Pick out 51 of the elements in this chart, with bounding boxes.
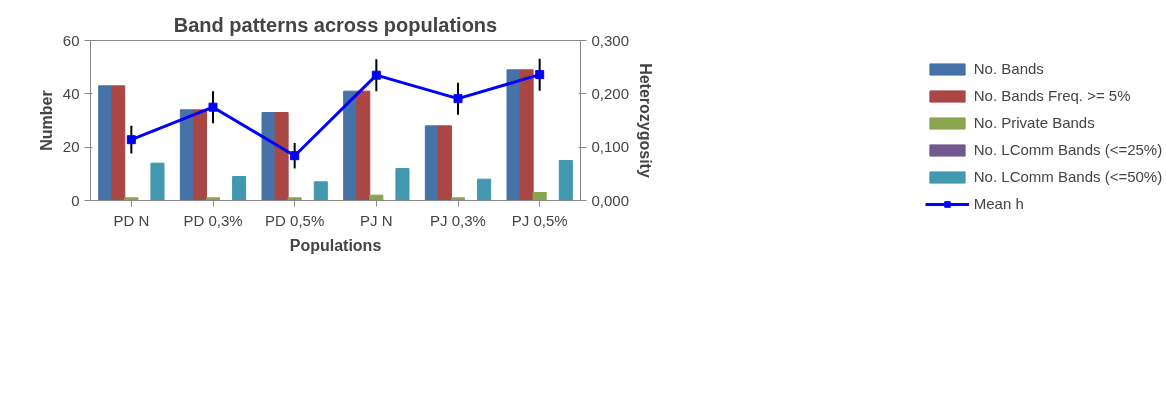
point [126, 135, 136, 145]
bar [356, 90, 371, 201]
x-axis-title: Populations [289, 236, 382, 254]
bar [395, 168, 410, 201]
x-tick-label: PJ 0,5% [511, 211, 568, 229]
bar [558, 160, 573, 201]
y-tick-label: 60 [62, 31, 80, 49]
bar [205, 197, 221, 201]
legend-label: No. LComm Bands (<=50%) [973, 168, 1163, 185]
bar [192, 109, 207, 201]
legend-label: No. Bands [973, 60, 1044, 77]
legend-label: Mean h [973, 195, 1024, 212]
point [208, 102, 218, 112]
y-tick-label: 40 [62, 84, 80, 102]
bar [313, 181, 328, 201]
bar [111, 85, 126, 201]
y-tick-label: 0 [71, 191, 80, 209]
bar [274, 112, 289, 201]
bar [450, 197, 466, 201]
bar [150, 162, 165, 201]
point [535, 70, 545, 80]
x-tick-label: PJ N [360, 211, 393, 229]
y2-tick-label: 0,200 [591, 84, 630, 102]
y2-tick-label: 0,100 [591, 138, 630, 156]
y2-tick-label: 0,000 [591, 191, 630, 209]
bar [477, 178, 492, 201]
legend-label: No. LComm Bands (<=25%) [973, 141, 1163, 158]
y-tick-label: 20 [62, 138, 80, 156]
bar [437, 125, 452, 201]
bar [506, 69, 521, 201]
bar [424, 125, 439, 201]
y2-tick-label: 0,300 [591, 31, 630, 49]
bar [124, 197, 139, 201]
point [371, 70, 381, 80]
point [290, 151, 300, 161]
x-tick-label: PJ 0,3% [430, 211, 486, 229]
x-tick-label: PD 0,3% [183, 211, 243, 229]
bar [98, 85, 113, 201]
bar [287, 197, 302, 201]
bar [519, 69, 534, 201]
x-tick-label: PD N [113, 211, 150, 229]
legend-label: No. Private Bands [973, 114, 1095, 131]
point [453, 94, 463, 104]
chart-title: Band patterns across populations [173, 13, 498, 36]
y2-axis-title: Heterozygosity [637, 63, 655, 178]
bar [532, 192, 547, 201]
bar [232, 176, 247, 201]
y-axis-title: Number [37, 90, 55, 151]
legend-label: No. Bands Freq. >= 5% [973, 87, 1131, 104]
bar [369, 194, 384, 201]
x-tick-label: PD 0,5% [265, 211, 325, 229]
